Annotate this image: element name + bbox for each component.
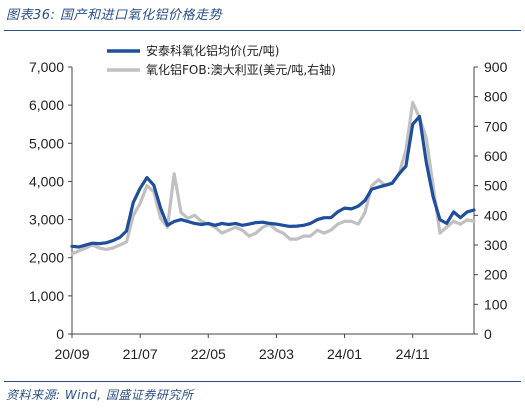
y-right-tick-label: 900 [484,59,508,75]
legend-label-import: 氧化铝FOB:澳大利亚(美元/吨,右轴) [146,62,336,77]
y-right-tick-label: 200 [484,267,508,283]
source-note: 资料来源: Wind, 国盛证券研究所 [6,388,194,402]
y-left-tick-label: 7,000 [29,59,64,75]
y-left-tick-label: 6,000 [29,97,64,113]
legend-label-domestic: 安泰科氧化铝均价(元/吨) [146,43,279,58]
y-right-tick-label: 800 [484,89,508,105]
x-tick-label: 20/09 [54,346,89,362]
header-rule [4,30,521,31]
y-left-tick-label: 4,000 [29,173,64,189]
y-left-tick-label: 2,000 [29,250,64,266]
y-left-tick-label: 3,000 [29,212,64,228]
x-tick-label: 23/03 [259,346,294,362]
y-right-tick-label: 100 [484,296,508,312]
y-right-tick-label: 700 [484,118,508,134]
y-right-tick-label: 300 [484,237,508,253]
chart-series [70,101,476,256]
footer-rule [4,381,521,382]
y-left-tick-label: 0 [56,326,64,342]
series-line-domestic [70,115,476,249]
y-right-tick-label: 600 [484,148,508,164]
x-tick-label: 24/01 [327,346,362,362]
figure-title: 图表36: 国产和进口氧化铝价格走势 [6,8,223,23]
y-right-tick-label: 0 [484,326,492,342]
y-right-tick-label: 500 [484,178,508,194]
chart-axes: 0 1,000 2,000 3,000 4,000 5,000 6,000 7,000 0 100… [29,59,508,362]
y-right-tick-label: 400 [484,207,508,223]
series-line-import [70,101,476,256]
y-left-tick-label: 1,000 [29,288,64,304]
x-tick-label: 22/05 [191,346,226,362]
x-tick-label: 24/11 [396,346,430,362]
y-left-tick-label: 5,000 [29,135,64,151]
x-tick-label: 21/07 [123,346,158,362]
chart-legend: 安泰科氧化铝均价(元/吨) 氧化铝FOB:澳大利亚(美元/吨,右轴) [107,43,336,77]
